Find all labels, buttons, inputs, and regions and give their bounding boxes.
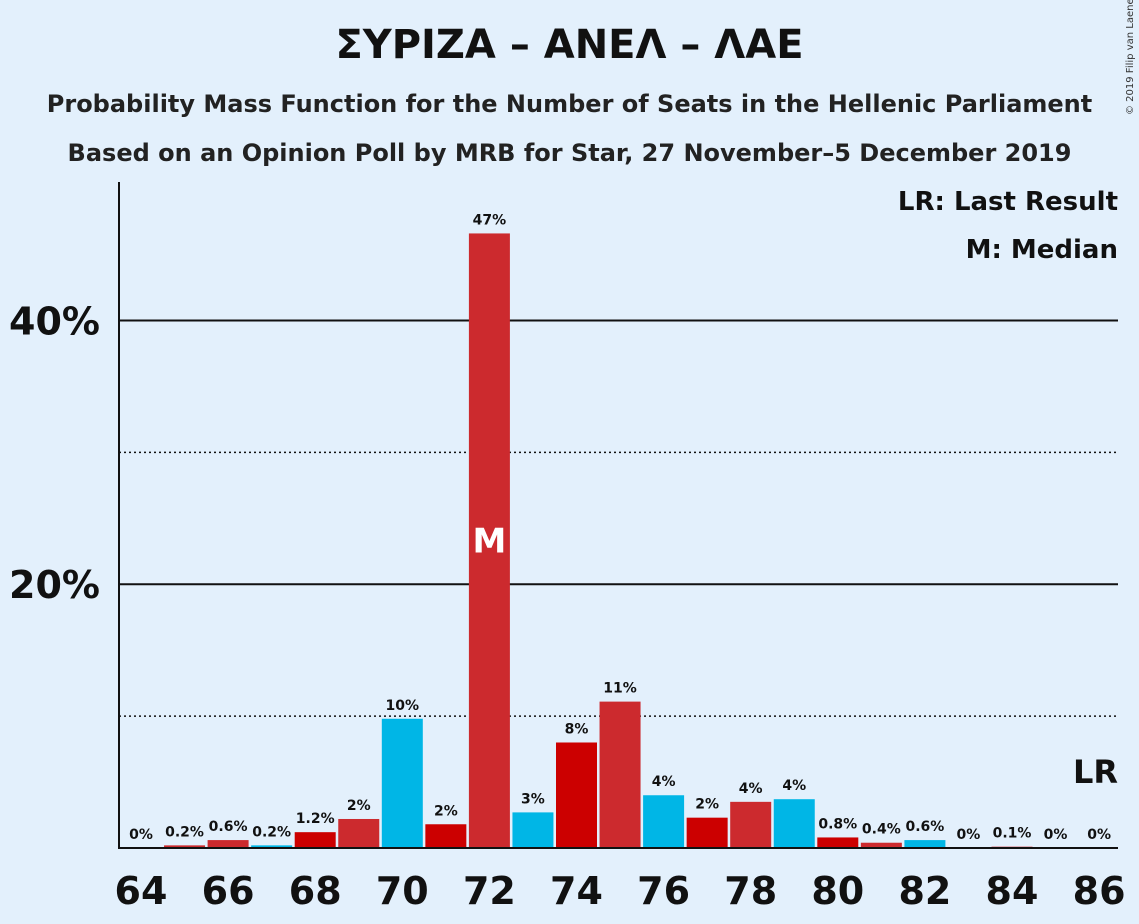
x-tick-label-80: 80	[811, 869, 864, 913]
x-tick-label-78: 78	[724, 869, 777, 913]
axis-layer: 20% 40% 64 66 68 70 72 74 76 78 80 82 84 86	[9, 182, 1126, 913]
bar-66	[207, 840, 249, 848]
y-tick-label-40: 40%	[9, 299, 100, 343]
data-label-76: 4%	[652, 774, 676, 790]
data-label-70: 10%	[386, 698, 420, 714]
chart-subtitle-2: Based on an Opinion Poll by MRB for Star…	[67, 139, 1072, 167]
bar-72	[468, 233, 510, 849]
x-tick-label-84: 84	[986, 869, 1039, 913]
bar-71	[425, 824, 467, 848]
bar-70	[381, 718, 423, 848]
median-marker: M	[472, 522, 506, 562]
data-label-64: 0%	[129, 827, 153, 843]
grid-layer	[119, 319, 1118, 717]
x-tick-label-74: 74	[550, 869, 603, 913]
data-label-85: 0%	[1044, 827, 1068, 843]
bar-80	[817, 837, 859, 848]
data-label-78: 4%	[739, 781, 763, 797]
data-label-65: 0.2%	[165, 824, 204, 840]
x-tick-label-72: 72	[463, 869, 516, 913]
legend-median: M: Median	[966, 235, 1118, 265]
chart-title: ΣΥΡΙΖΑ – ΑΝΕΛ – ΛΑΕ	[335, 22, 804, 68]
data-label-77: 2%	[695, 797, 719, 813]
x-tick-label-70: 70	[376, 869, 429, 913]
x-tick-label-66: 66	[202, 869, 255, 913]
x-tick-label-76: 76	[637, 869, 690, 913]
x-tick-label-86: 86	[1073, 869, 1126, 913]
last-result-marker: LR	[1073, 753, 1118, 791]
x-tick-label-82: 82	[898, 869, 951, 913]
data-label-83: 0%	[957, 827, 981, 843]
bar-67	[251, 845, 293, 848]
data-label-74: 8%	[565, 721, 589, 737]
data-label-69: 2%	[347, 798, 371, 814]
bar-79	[773, 799, 815, 848]
data-label-73: 3%	[521, 791, 545, 807]
data-label-67: 0.2%	[252, 824, 291, 840]
bar-76	[643, 795, 685, 848]
bar-77	[686, 817, 728, 848]
label-layer: 0% 0.2% 0.6% 0.2%1.2%2%10%2%47%M3%8%11%4%2%…	[129, 212, 1118, 843]
data-label-81: 0.4%	[862, 822, 901, 838]
data-label-66: 0.6%	[209, 819, 248, 835]
x-tick-label-68: 68	[289, 869, 342, 913]
bar-65	[164, 845, 206, 848]
data-label-68: 1.2%	[296, 811, 335, 827]
bar-68	[294, 832, 336, 848]
bar-78	[730, 801, 772, 848]
y-tick-label-20: 20%	[9, 563, 100, 607]
chart-subtitle-1: Probability Mass Function for the Number…	[46, 90, 1093, 118]
data-label-79: 4%	[782, 778, 806, 794]
data-label-86: 0%	[1087, 827, 1111, 843]
bar-74	[556, 742, 597, 848]
data-label-82: 0.6%	[905, 819, 944, 835]
bar-81	[860, 842, 902, 848]
bar-73	[512, 812, 554, 848]
bar-75	[599, 701, 641, 848]
data-label-84: 0.1%	[993, 826, 1032, 842]
data-label-75: 11%	[603, 681, 637, 697]
bar-layer	[164, 233, 1033, 849]
x-tick-label-64: 64	[115, 869, 168, 913]
bar-69	[338, 818, 380, 848]
data-label-72: 47%	[473, 212, 507, 228]
legend-last-result: LR: Last Result	[898, 187, 1118, 217]
data-label-71: 2%	[434, 803, 458, 819]
bar-82	[904, 840, 946, 848]
data-label-80: 0.8%	[818, 816, 857, 832]
